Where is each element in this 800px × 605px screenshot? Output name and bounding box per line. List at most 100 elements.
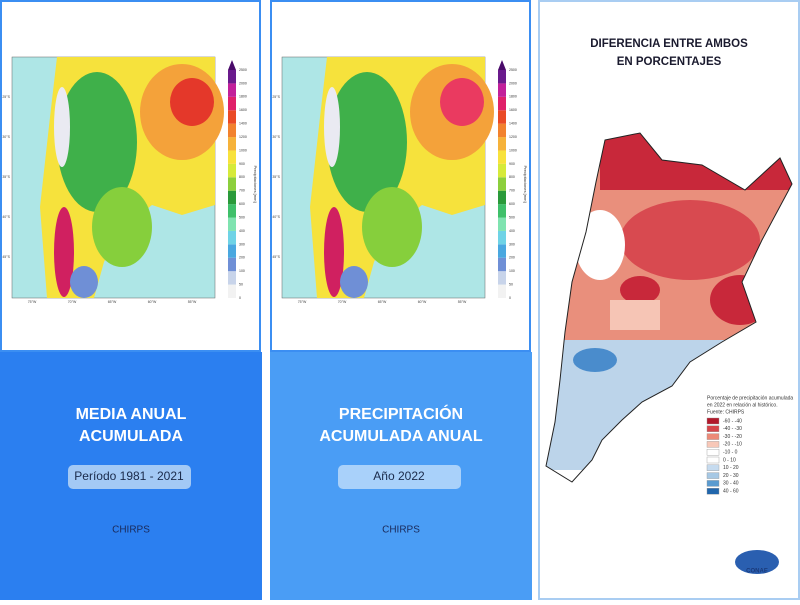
- colorbar-tick-label: 1200: [509, 135, 517, 139]
- colorbar-segment: [498, 204, 506, 218]
- colorbar-segment: [498, 150, 506, 164]
- title: ACUMULADA ANUAL: [319, 428, 482, 445]
- andes-wet: [324, 207, 344, 297]
- lat-label: 30°S: [2, 135, 10, 139]
- colorbar-segment: [498, 163, 506, 178]
- colorbar-tick-label: 900: [239, 162, 245, 166]
- colorbar-segment: [228, 190, 236, 205]
- colorbar-tick-label: 2000: [239, 81, 247, 85]
- legend-label: 40 - 60: [723, 489, 739, 495]
- dry-zone: [362, 187, 422, 267]
- colorbar-tick-label: 600: [239, 202, 245, 206]
- legend-label: 30 - 40: [723, 481, 739, 487]
- colorbar-tick-label: 2000: [509, 81, 517, 85]
- lat-label: 30°S: [272, 135, 280, 139]
- colorbar-tick-label: 1800: [239, 95, 247, 99]
- colorbar-cap: [228, 60, 236, 70]
- colorbar-segment: [228, 230, 236, 245]
- legend-swatch: [706, 433, 720, 440]
- lat-label: 40°S: [272, 215, 280, 219]
- colorbar-segment: [228, 284, 236, 298]
- lat-label: 35°S: [272, 175, 280, 179]
- colorbar-segment: [498, 217, 506, 231]
- colorbar-segment: [228, 96, 236, 111]
- colorbar-segment: [498, 137, 506, 151]
- legend-label: -20 - -10: [723, 442, 742, 448]
- lat-label: 35°S: [2, 175, 10, 179]
- colorbar-segment: [228, 257, 236, 272]
- colorbar-tick-label: 1200: [239, 135, 247, 139]
- colorbar-tick-label: 1600: [239, 108, 247, 112]
- period: Año 2022: [373, 469, 425, 483]
- colorbar-cap: [498, 60, 506, 70]
- precipitation-panel: 25°S 30°S 35°S 40°S 45°S 75°W 70°W 65°W 60°W 55°W…: [270, 0, 532, 600]
- lon-label: 70°W: [68, 300, 77, 304]
- lat-label: 45°S: [272, 255, 280, 259]
- lat-label: 25°S: [272, 95, 280, 99]
- precipitation-panel: 25°S 30°S 35°S 40°S 45°S 75°W 70°W 65°W 60°W 55°W…: [0, 0, 262, 600]
- colorbar-tick-label: 0: [239, 296, 241, 300]
- colorbar-tick-label: 700: [239, 189, 245, 193]
- title: DIFERENCIA ENTRE AMBOS: [590, 38, 748, 50]
- colorbar-tick-label: 100: [239, 269, 245, 273]
- colorbar-segment: [498, 123, 506, 138]
- legend-label: 0 - 10: [723, 457, 736, 463]
- lon-label: 60°W: [148, 300, 157, 304]
- period-pill: [68, 465, 191, 489]
- lat-label: 40°S: [2, 215, 10, 219]
- colorbar-segment: [498, 177, 506, 191]
- lat-label: 45°S: [2, 255, 10, 259]
- lon-label: 65°W: [378, 300, 387, 304]
- colorbar-segment: [228, 123, 236, 138]
- colorbar-segment: [228, 217, 236, 231]
- colorbar-segment: [228, 244, 236, 258]
- logo: [735, 550, 779, 574]
- lat-label: 25°S: [2, 95, 10, 99]
- colorbar-segment: [228, 271, 236, 285]
- colorbar-tick-label: 1000: [239, 148, 247, 152]
- source: CHIRPS: [112, 525, 150, 536]
- colorbar-segment: [228, 110, 236, 124]
- lon-label: 75°W: [298, 300, 307, 304]
- wet-zone: [440, 78, 484, 126]
- legend-caption: Porcentaje de precipitación acumulada: [707, 395, 793, 401]
- andes-dry: [324, 87, 340, 167]
- colorbar-tick-label: 1400: [509, 122, 517, 126]
- colorbar-segment: [228, 204, 236, 218]
- colorbar-tick-label: 100: [509, 269, 515, 273]
- colorbar-segment: [228, 137, 236, 151]
- colorbar-tick-label: 50: [509, 283, 513, 287]
- legend-label: -30 - -20: [723, 434, 742, 440]
- colorbar-tick-label: 300: [509, 242, 515, 246]
- colorbar-segment: [228, 177, 236, 191]
- difference-panel: DIFERENCIA ENTRE AMBOS EN PORCENTAJES Po…: [538, 0, 800, 600]
- title: PRECIPITACIÓN: [339, 404, 463, 423]
- legend-label: -40 - -30: [723, 426, 742, 432]
- colorbar-segment: [498, 70, 506, 84]
- lon-label: 60°W: [418, 300, 427, 304]
- lon-label: 75°W: [28, 300, 37, 304]
- andes-wet: [54, 207, 74, 297]
- colorbar-tick-label: 700: [509, 189, 515, 193]
- colorbar-segment: [498, 284, 506, 298]
- colorbar-segment: [498, 230, 506, 245]
- dry-zone: [327, 72, 407, 212]
- colorbar-axis-label: Precipitaciones [mm]: [253, 165, 258, 202]
- colorbar-tick-label: 400: [239, 229, 245, 233]
- colorbar-tick-label: 500: [509, 215, 515, 219]
- legend-swatch: [706, 449, 720, 456]
- lon-label: 55°W: [458, 300, 467, 304]
- source: CHIRPS: [382, 525, 420, 536]
- colorbar-tick-label: 2500: [509, 68, 517, 72]
- logo-text: CONAE: [746, 569, 768, 575]
- lon-label: 55°W: [188, 300, 197, 304]
- legend-swatch: [706, 456, 720, 464]
- legend-swatch: [706, 472, 720, 479]
- colorbar-tick-label: 1800: [509, 95, 517, 99]
- dry-zone: [92, 187, 152, 267]
- colorbar-tick-label: 2500: [239, 68, 247, 72]
- legend-label: -60 - -40: [723, 418, 742, 424]
- colorbar-tick-label: 300: [239, 242, 245, 246]
- colorbar-segment: [228, 70, 236, 84]
